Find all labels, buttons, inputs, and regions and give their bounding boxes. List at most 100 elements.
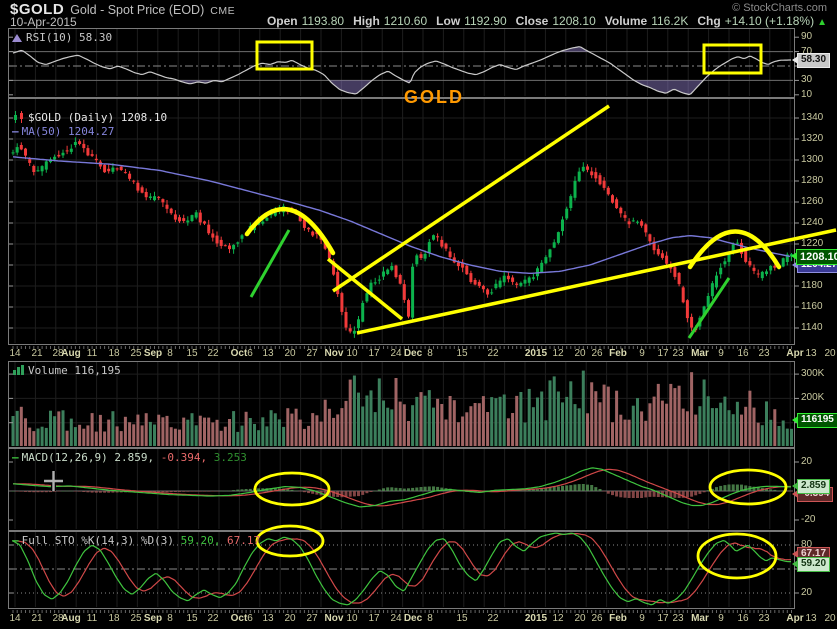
rsi-last-value-box: 58.30 (791, 53, 831, 68)
gold-watermark: GOLD (404, 87, 464, 107)
volume-label-row: Volume 116,195 (12, 364, 121, 377)
y-axis-label: 1160 (801, 301, 823, 312)
x-axis-label: Feb (609, 347, 627, 359)
y-axis-label: 1320 (801, 133, 824, 144)
x-axis-label: 27 (306, 347, 318, 359)
x-axis-label: 20 (284, 613, 296, 624)
x-axis-label: 14 (9, 613, 21, 624)
volume-value: 116.2K (651, 14, 689, 28)
high-value: 1210.60 (383, 14, 428, 28)
quote-bar: Open 1193.80 High 1210.60 Low 1192.90 Close 120… (258, 14, 827, 28)
macd-value-signal: 3.253 (213, 451, 247, 464)
x-axis-label: 17 (657, 347, 669, 359)
x-axis-label: 9 (639, 613, 645, 624)
macd-line-value-box: 2.859 (791, 479, 831, 494)
x-axis-label: 13 (805, 347, 817, 359)
sto-prefix: Full STO %K(14,3) %D(3) (21, 534, 174, 547)
x-axis-label: 11 (86, 613, 98, 624)
x-axis-label: 23 (672, 347, 684, 359)
y-axis-label: 20 (801, 587, 813, 598)
x-axis-label: 24 (390, 347, 402, 359)
chg-value: +14.10 (+1.18%) (724, 14, 815, 28)
y-axis-label: 20 (801, 456, 813, 467)
ma-label: MA(50) 1204.27 (21, 125, 115, 138)
y-axis-label: 10 (801, 88, 813, 100)
x-axis-label: 14 (9, 347, 21, 359)
macd-line-icon: — (12, 451, 19, 464)
x-axis-label: 17 (368, 347, 380, 359)
volume-panel-label: Volume 116,195 (28, 364, 121, 377)
y-axis-label: 1240 (801, 217, 824, 228)
x-axis-label: 10 (346, 613, 358, 624)
x-axis-label: 6 (247, 347, 253, 359)
x-axis-label: 8 (167, 347, 173, 359)
y-axis-label: 1340 (801, 112, 824, 123)
sto-label-row: — Full STO %K(14,3) %D(3) 59.20, 67.17 (12, 534, 260, 547)
macd-label-row: — MACD(12,26,9) 2.859, -0.394, 3.253 (12, 451, 247, 464)
open-value: 1193.80 (301, 14, 345, 28)
x-axis-label: Mar (691, 613, 709, 624)
x-axis-label: Aug (61, 347, 81, 359)
x-axis-label: 10 (346, 347, 358, 359)
macd-prefix: MACD(12,26,9) (21, 451, 108, 464)
header-line1: $GOLD Gold - Spot Price (EOD) CME (10, 1, 235, 19)
x-axis-label: 17 (368, 613, 380, 624)
x-axis-label: 15 (186, 347, 198, 359)
x-axis-label: 23 (758, 347, 770, 359)
x-axis-label: Oct (230, 347, 248, 359)
x-axis-label: 11 (86, 347, 98, 359)
x-axis-label: Mar (691, 347, 709, 359)
x-axis-label: Nov (324, 347, 344, 359)
x-axis-label: Apr (786, 347, 804, 359)
x-axis-label: 23 (758, 613, 770, 624)
rsi-label-row: RSI(10) 58.30 (12, 31, 112, 44)
y-axis-label: 30 (801, 74, 813, 86)
x-axis-label: 26 (591, 613, 603, 624)
macd-value-line: 2.859, (114, 451, 155, 464)
x-axis-label: 12 (552, 613, 564, 624)
x-axis-label: 13 (805, 613, 817, 624)
x-axis-label: 2015 (524, 347, 548, 359)
rsi-indicator-icon (12, 34, 22, 42)
x-axis-label: 27 (306, 613, 318, 624)
x-axis-label: 13 (262, 613, 274, 624)
x-axis-label: 16 (737, 613, 749, 624)
x-axis-label: 20 (824, 347, 836, 359)
candlestick-icon (14, 111, 23, 123)
x-axis-label: Aug (61, 613, 81, 624)
x-axis-label: Oct (230, 613, 248, 624)
x-axis-label: Dec (403, 613, 423, 624)
x-axis-label: Nov (324, 613, 344, 624)
x-axis-label: 22 (207, 347, 219, 359)
x-axis-label: 9 (639, 347, 645, 359)
volume-last-value-box: 116195 (792, 413, 837, 428)
x-axis-label: 28 (52, 347, 64, 359)
volume-bars-icon (13, 365, 24, 375)
low-value: 1192.90 (464, 14, 507, 28)
x-axis-label: 22 (487, 613, 499, 624)
y-axis-label: 1300 (801, 154, 824, 165)
close-label: Close (515, 14, 549, 28)
x-axis-label: 20 (574, 347, 586, 359)
x-axis-label: 18 (108, 347, 120, 359)
y-axis-label: 1140 (801, 322, 823, 333)
symbol: $GOLD (10, 1, 65, 18)
x-axis-label: 15 (456, 613, 468, 624)
x-axis-label: 15 (456, 347, 468, 359)
x-axis-label: 8 (167, 613, 173, 624)
sto-value-k: 59.20, (180, 534, 221, 547)
y-axis-label: 200K (801, 392, 825, 404)
x-axis-label: 12 (552, 347, 564, 359)
x-axis-label: 9 (718, 347, 724, 359)
x-axis-label: 16 (737, 347, 749, 359)
sto-value-d: 67.17 (226, 534, 261, 547)
macd-value-hist: -0.394, (160, 451, 208, 464)
x-axis-label: 22 (487, 347, 499, 359)
symbol-description: Gold - Spot Price (EOD) (70, 3, 205, 17)
x-axis-label: Sep (143, 613, 163, 624)
high-label: High (353, 14, 380, 28)
x-axis-label: Sep (143, 347, 163, 359)
y-axis-label: 1280 (801, 175, 824, 186)
price-last-value-box: 1208.10 (791, 249, 837, 265)
